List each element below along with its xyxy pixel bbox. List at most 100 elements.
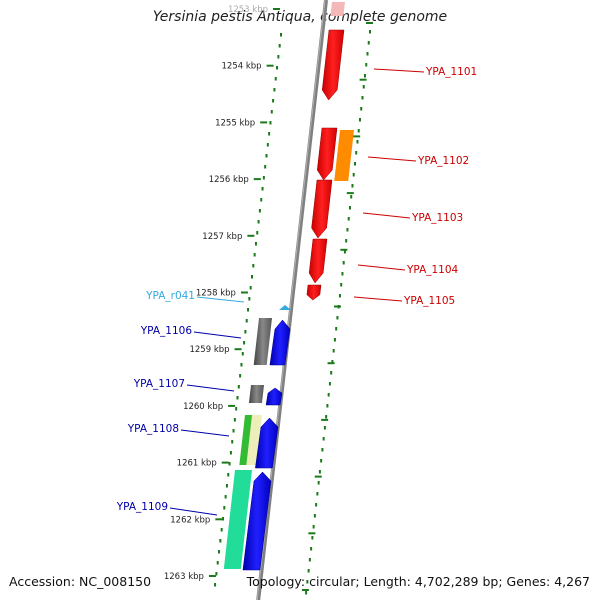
track-dot: [250, 275, 253, 279]
track-dot: [280, 33, 282, 37]
gene-arrow-ypa-1108: [255, 417, 279, 469]
track-dot: [322, 437, 325, 441]
track-dot: [253, 253, 256, 257]
track-dot: [367, 41, 370, 45]
track-dot: [332, 349, 335, 353]
track-dot: [232, 429, 235, 433]
track-dot: [318, 470, 321, 474]
track-dot: [224, 495, 227, 499]
track-dot: [345, 239, 348, 243]
scale-tick-label: 1258 kbp: [196, 289, 236, 299]
track-dot: [215, 572, 218, 576]
track-dot: [216, 561, 219, 565]
track-dot: [247, 308, 250, 312]
track-dot: [307, 569, 310, 573]
rna-arrow-ypa-r041: [279, 305, 291, 310]
track-dot: [311, 536, 314, 540]
track-dot: [223, 506, 226, 510]
track-dot: [317, 481, 320, 485]
gene-label-ypa-1109: YPA_1109: [116, 501, 168, 513]
gene-leader-line: [353, 296, 403, 302]
track-dot: [272, 99, 275, 103]
track-dot: [243, 341, 246, 345]
gene-leader-line: [357, 264, 406, 271]
track-dot: [312, 525, 315, 529]
track-dot: [333, 338, 336, 342]
track-dot: [315, 503, 318, 507]
gene-label-ypa-1103: YPA_1103: [411, 212, 463, 224]
track-dot: [221, 517, 224, 521]
track-dot: [240, 363, 243, 367]
gene-leader-line: [362, 212, 411, 219]
scale-tick-label: 1255 kbp: [215, 118, 255, 128]
gene-leader-line: [180, 429, 230, 437]
track-dot: [305, 591, 308, 595]
track-dot: [276, 66, 279, 70]
cog-bar-ypa-1108b: [246, 415, 262, 465]
track-dot: [331, 360, 334, 364]
axis-line: [256, 0, 328, 600]
track-dot: [248, 297, 251, 301]
track-dot: [270, 110, 273, 114]
track-dot: [325, 415, 328, 419]
track-dot: [245, 319, 248, 323]
gene-label-ypa-1107: YPA_1107: [133, 378, 185, 390]
track-dot: [277, 55, 280, 59]
track-dot: [348, 206, 351, 210]
track-dot: [273, 88, 276, 92]
track-dot: [239, 374, 242, 378]
scale-tick-label: 1259 kbp: [189, 345, 229, 355]
track-dot: [256, 231, 259, 235]
scale-tick-label: 1253 kbp: [228, 5, 268, 15]
track-dot: [313, 514, 316, 518]
track-dot: [214, 583, 217, 587]
gene-arrow-ypa-1101: [321, 29, 345, 101]
track-dot: [336, 316, 339, 320]
map-title: Yersinia pestis Antiqua, complete genome: [152, 9, 448, 25]
cog-bar-ypa-1108a: [239, 415, 253, 465]
track-dot: [320, 459, 323, 463]
track-dot: [326, 404, 329, 408]
gene-label-ypa-1108: YPA_1108: [127, 423, 179, 435]
scale-tick-label: 1256 kbp: [209, 175, 249, 185]
gene-arrow-ypa-1106: [269, 319, 291, 366]
track-dot: [310, 547, 313, 551]
track-dot: [357, 129, 360, 133]
gene-fragment-top: [330, 2, 345, 16]
track-dot: [342, 261, 345, 265]
gene-labels: YPA_1101 YPA_1102 YPA_1103 YPA_1104 YPA_1105…: [116, 66, 477, 516]
cog-bar-ypa-1109: [223, 470, 252, 569]
cog-bar-ypa-1106: [253, 318, 272, 365]
gene-leader-line: [169, 507, 218, 516]
track-dot: [266, 143, 269, 147]
accession-text: Accession: NC_008150: [9, 574, 152, 589]
track-dot: [361, 96, 364, 100]
gene-label-ypa-1101: YPA_1101: [425, 66, 477, 78]
gene-label-ypa-r041: YPA_r041: [145, 290, 195, 302]
gene-leader-line: [367, 156, 417, 162]
track-dot: [362, 85, 365, 89]
track-dot: [218, 550, 221, 554]
track-dot: [244, 330, 247, 334]
track-dot: [351, 184, 354, 188]
scale-tick-label: 1254 kbp: [222, 62, 262, 72]
track-dot: [353, 162, 356, 166]
cog-bar-ypa-1107: [248, 385, 264, 403]
track-dot: [330, 371, 333, 375]
gene-arrow-ypa-1107: [265, 387, 283, 406]
track-dot: [278, 44, 281, 48]
track-dot: [343, 250, 346, 254]
track-dot: [360, 107, 363, 111]
cog-bar-ypa-1102: [334, 130, 354, 181]
track-dot: [264, 165, 267, 169]
gene-arrow-ypa-1105: [306, 284, 322, 301]
gene-arrow-ypa-1109: [242, 471, 272, 571]
scale-tick-label: 1262 kbp: [170, 515, 210, 525]
track-dot: [358, 118, 361, 122]
track-dot: [265, 154, 268, 158]
track-dot: [350, 195, 353, 199]
track-dot: [252, 264, 255, 268]
gene-leader-line: [196, 296, 245, 303]
scale-tick-label: 1261 kbp: [177, 459, 217, 469]
